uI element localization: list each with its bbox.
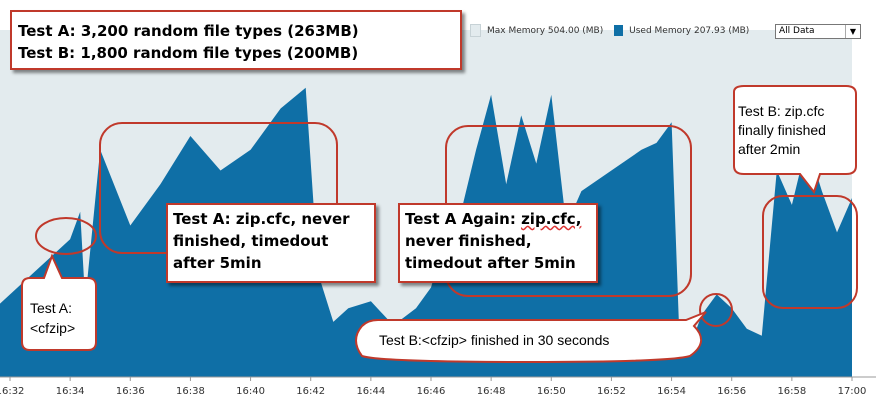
x-tick-label: 17:00: [838, 386, 867, 397]
note-test-a-again-line1: Test A Again: zip.cfc,: [405, 208, 591, 230]
x-tick-label: 16:52: [597, 386, 626, 397]
note-test-a-again-line3: timedout after 5min: [405, 254, 576, 272]
x-tick-label: 16:36: [116, 386, 145, 397]
note-test-a-zipcfc-line3: after 5min: [173, 254, 262, 272]
note-test-a-again-word: zip.cfc,: [521, 210, 582, 228]
x-tick-label: 16:54: [657, 386, 686, 397]
range-select[interactable]: All Data ▼: [775, 24, 861, 39]
x-tick-label: 16:34: [56, 386, 85, 397]
test-a-description: Test A: 3,200 random file types (263MB): [18, 22, 359, 40]
note-test-a-again-line2: never finished,: [405, 232, 532, 250]
test-description-box: Test A: 3,200 random file types (263MB) …: [10, 10, 462, 70]
callout-circle-test-a-cfzip: [35, 217, 97, 255]
x-tick-label: 16:42: [296, 386, 325, 397]
bubble-test-b-cfzip-text: Test B:<cfzip> finished in 30 seconds: [379, 332, 609, 348]
x-tick-label: 16:32: [0, 386, 24, 397]
note-test-a-zipcfc: Test A: zip.cfc, never finished, timedou…: [166, 203, 376, 283]
x-tick-label: 16:38: [176, 386, 205, 397]
max-memory-swatch: [470, 24, 481, 37]
range-select-value: All Data: [779, 26, 815, 36]
note-test-a-again: Test A Again: zip.cfc, never finished, t…: [398, 203, 598, 283]
note-test-a-zipcfc-line2: finished, timedout: [173, 232, 329, 250]
x-tick-label: 16:48: [477, 386, 506, 397]
x-tick-label: 16:40: [236, 386, 265, 397]
callout-box-test-b-zipcfc: [762, 195, 858, 309]
chart-legend: Max Memory 504.00 (MB) Used Memory 207.9…: [470, 24, 757, 37]
bubble-test-b-zipcfc-line3: after 2min: [738, 141, 800, 157]
bubble-test-a-cfzip-line2: <cfzip>: [30, 320, 75, 336]
used-memory-swatch: [614, 25, 624, 36]
bubble-test-a-cfzip-line1: Test A:: [30, 300, 72, 316]
test-b-description: Test B: 1,800 random file types (200MB): [18, 44, 359, 62]
note-test-a-again-prefix: Test A Again:: [405, 210, 522, 228]
x-tick-label: 16:56: [717, 386, 746, 397]
note-test-a-zipcfc-line1: Test A: zip.cfc, never: [173, 210, 350, 228]
x-tick-label: 16:58: [777, 386, 806, 397]
used-memory-area: [0, 87, 852, 377]
bubble-test-b-zipcfc: Test B: zip.cfc finally finished after 2…: [733, 85, 857, 195]
callout-circle-test-b-cfzip: [699, 293, 733, 327]
x-axis-ticks: 16:32 16:34 16:36 16:38 16:40 16:42 16:44 16:46…: [0, 377, 866, 397]
bubble-test-a-cfzip: Test A: <cfzip>: [21, 253, 97, 351]
x-tick-label: 16:46: [417, 386, 446, 397]
legend-item-max-memory: Max Memory 504.00 (MB): [470, 24, 603, 37]
x-tick-label: 16:50: [537, 386, 566, 397]
bubble-test-b-zipcfc-line2: finally finished: [738, 122, 826, 138]
used-memory-label: Used Memory 207.93 (MB): [629, 26, 750, 36]
bubble-test-b-cfzip: Test B:<cfzip> finished in 30 seconds: [355, 311, 707, 364]
legend-item-used-memory: Used Memory 207.93 (MB): [614, 25, 749, 36]
x-tick-label: 16:44: [356, 386, 385, 397]
bubble-test-b-zipcfc-line1: Test B: zip.cfc: [738, 103, 824, 119]
max-memory-label: Max Memory 504.00 (MB): [487, 26, 604, 36]
chevron-down-icon[interactable]: ▼: [845, 25, 860, 38]
